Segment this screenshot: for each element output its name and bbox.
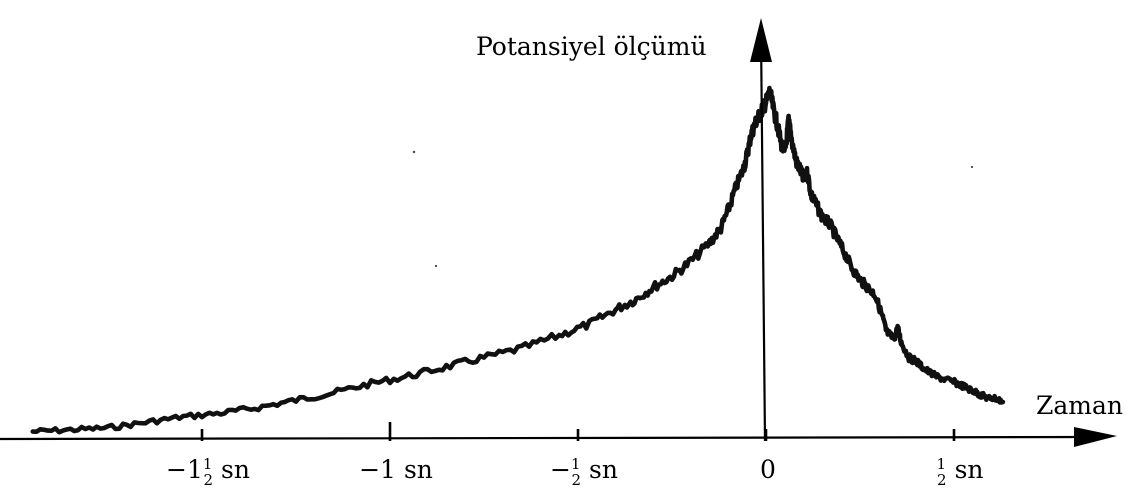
x-tick-label: 1 2 sn — [936, 455, 983, 489]
x-tick-label: 0 — [760, 455, 776, 484]
y-axis-arrow-icon — [750, 18, 772, 62]
x-axis-arrow-icon — [1074, 427, 1117, 447]
scan-specks — [412, 150, 974, 268]
y-axis-title: Potansiyel ölçümü — [476, 32, 707, 61]
x-axis-line — [0, 435, 1099, 441]
x-axis-title: Zaman — [1036, 391, 1123, 420]
y-axis-line — [759, 33, 767, 442]
x-tick-label: −11 2 sn — [166, 455, 250, 489]
series-line — [30, 85, 1006, 435]
x-tick-label: −1 2 sn — [550, 455, 618, 489]
x-tick-label: −1 sn — [359, 455, 433, 484]
x-ticks: −11 2 sn −1 sn −1 2 sn 0 1 2 sn — [166, 422, 984, 489]
series-layer — [30, 85, 1006, 435]
